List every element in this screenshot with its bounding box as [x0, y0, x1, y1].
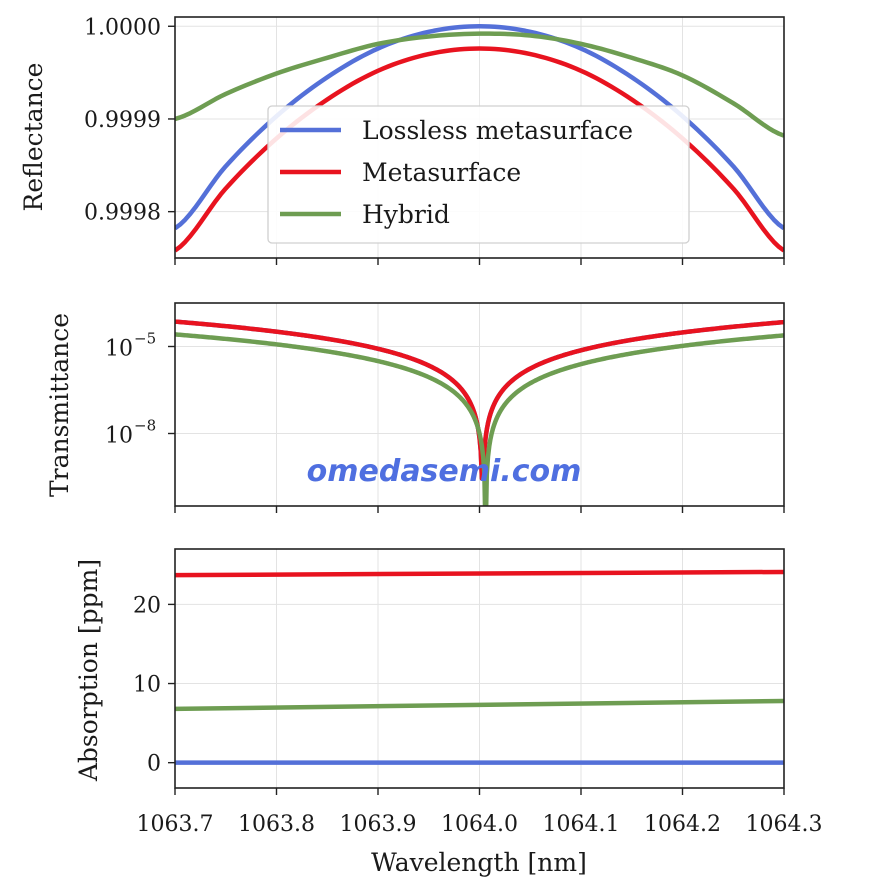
absorption-panel: 1063.7 1063.8 1063.9 1064.0 1064.1 1064.2 1064…	[74, 548, 823, 877]
x-tick-label: 1064.1	[543, 812, 620, 837]
reflectance-y-axis-label: Reflectance	[19, 63, 48, 212]
x-axis-label: Wavelength [nm]	[371, 848, 587, 877]
x-tick-label: 1064.2	[644, 812, 721, 837]
x-tick-label: 1064.3	[746, 812, 823, 837]
transmittance-panel: 10 −510 −8 Transmittance	[45, 302, 785, 513]
transmittance-y-axis-label: Transmittance	[45, 313, 74, 497]
x-tick-label: 1063.8	[238, 812, 315, 837]
transmittance-y-tick-exponent: −8	[134, 417, 156, 435]
absorption-y-axis-label: Absorption [ppm]	[74, 559, 103, 782]
x-tick-label: 1063.9	[340, 812, 417, 837]
legend-label-metasurface: Metasurface	[362, 158, 521, 187]
legend-box	[267, 105, 690, 244]
reflectance-series-hybrid	[175, 31, 784, 138]
absorption-y-tick-label: 20	[133, 593, 161, 618]
legend: Lossless metasurface Metasurface Hybrid	[267, 105, 690, 244]
transmittance-y-tick-exponent: −5	[134, 330, 156, 348]
legend-label-lossless: Lossless metasurface	[362, 116, 633, 145]
absorption-y-tick-label: 10	[133, 673, 161, 698]
legend-label-hybrid: Hybrid	[362, 200, 450, 229]
transmittance-y-tick-label: 10	[105, 424, 133, 449]
reflectance-y-tick-label: 0.9998	[84, 201, 161, 226]
transmittance-series-hybrid	[175, 332, 784, 506]
watermark-text: omedasemi.com	[307, 454, 582, 489]
absorption-series-hybrid	[175, 698, 784, 712]
transmittance-y-tick-label: 10	[105, 337, 133, 362]
reflectance-y-tick-label: 0.9999	[84, 108, 161, 133]
absorption-y-tick-label: 0	[147, 752, 161, 777]
x-tick-label: 1064.0	[441, 812, 518, 837]
reflectance-y-tick-label: 1.0000	[84, 15, 161, 40]
x-tick-label: 1063.7	[137, 812, 214, 837]
absorption-series-metasurface	[175, 569, 784, 578]
reflectance-panel: 0.9998 0.9999 1.0000 Reflectance Lossless …	[19, 15, 785, 265]
